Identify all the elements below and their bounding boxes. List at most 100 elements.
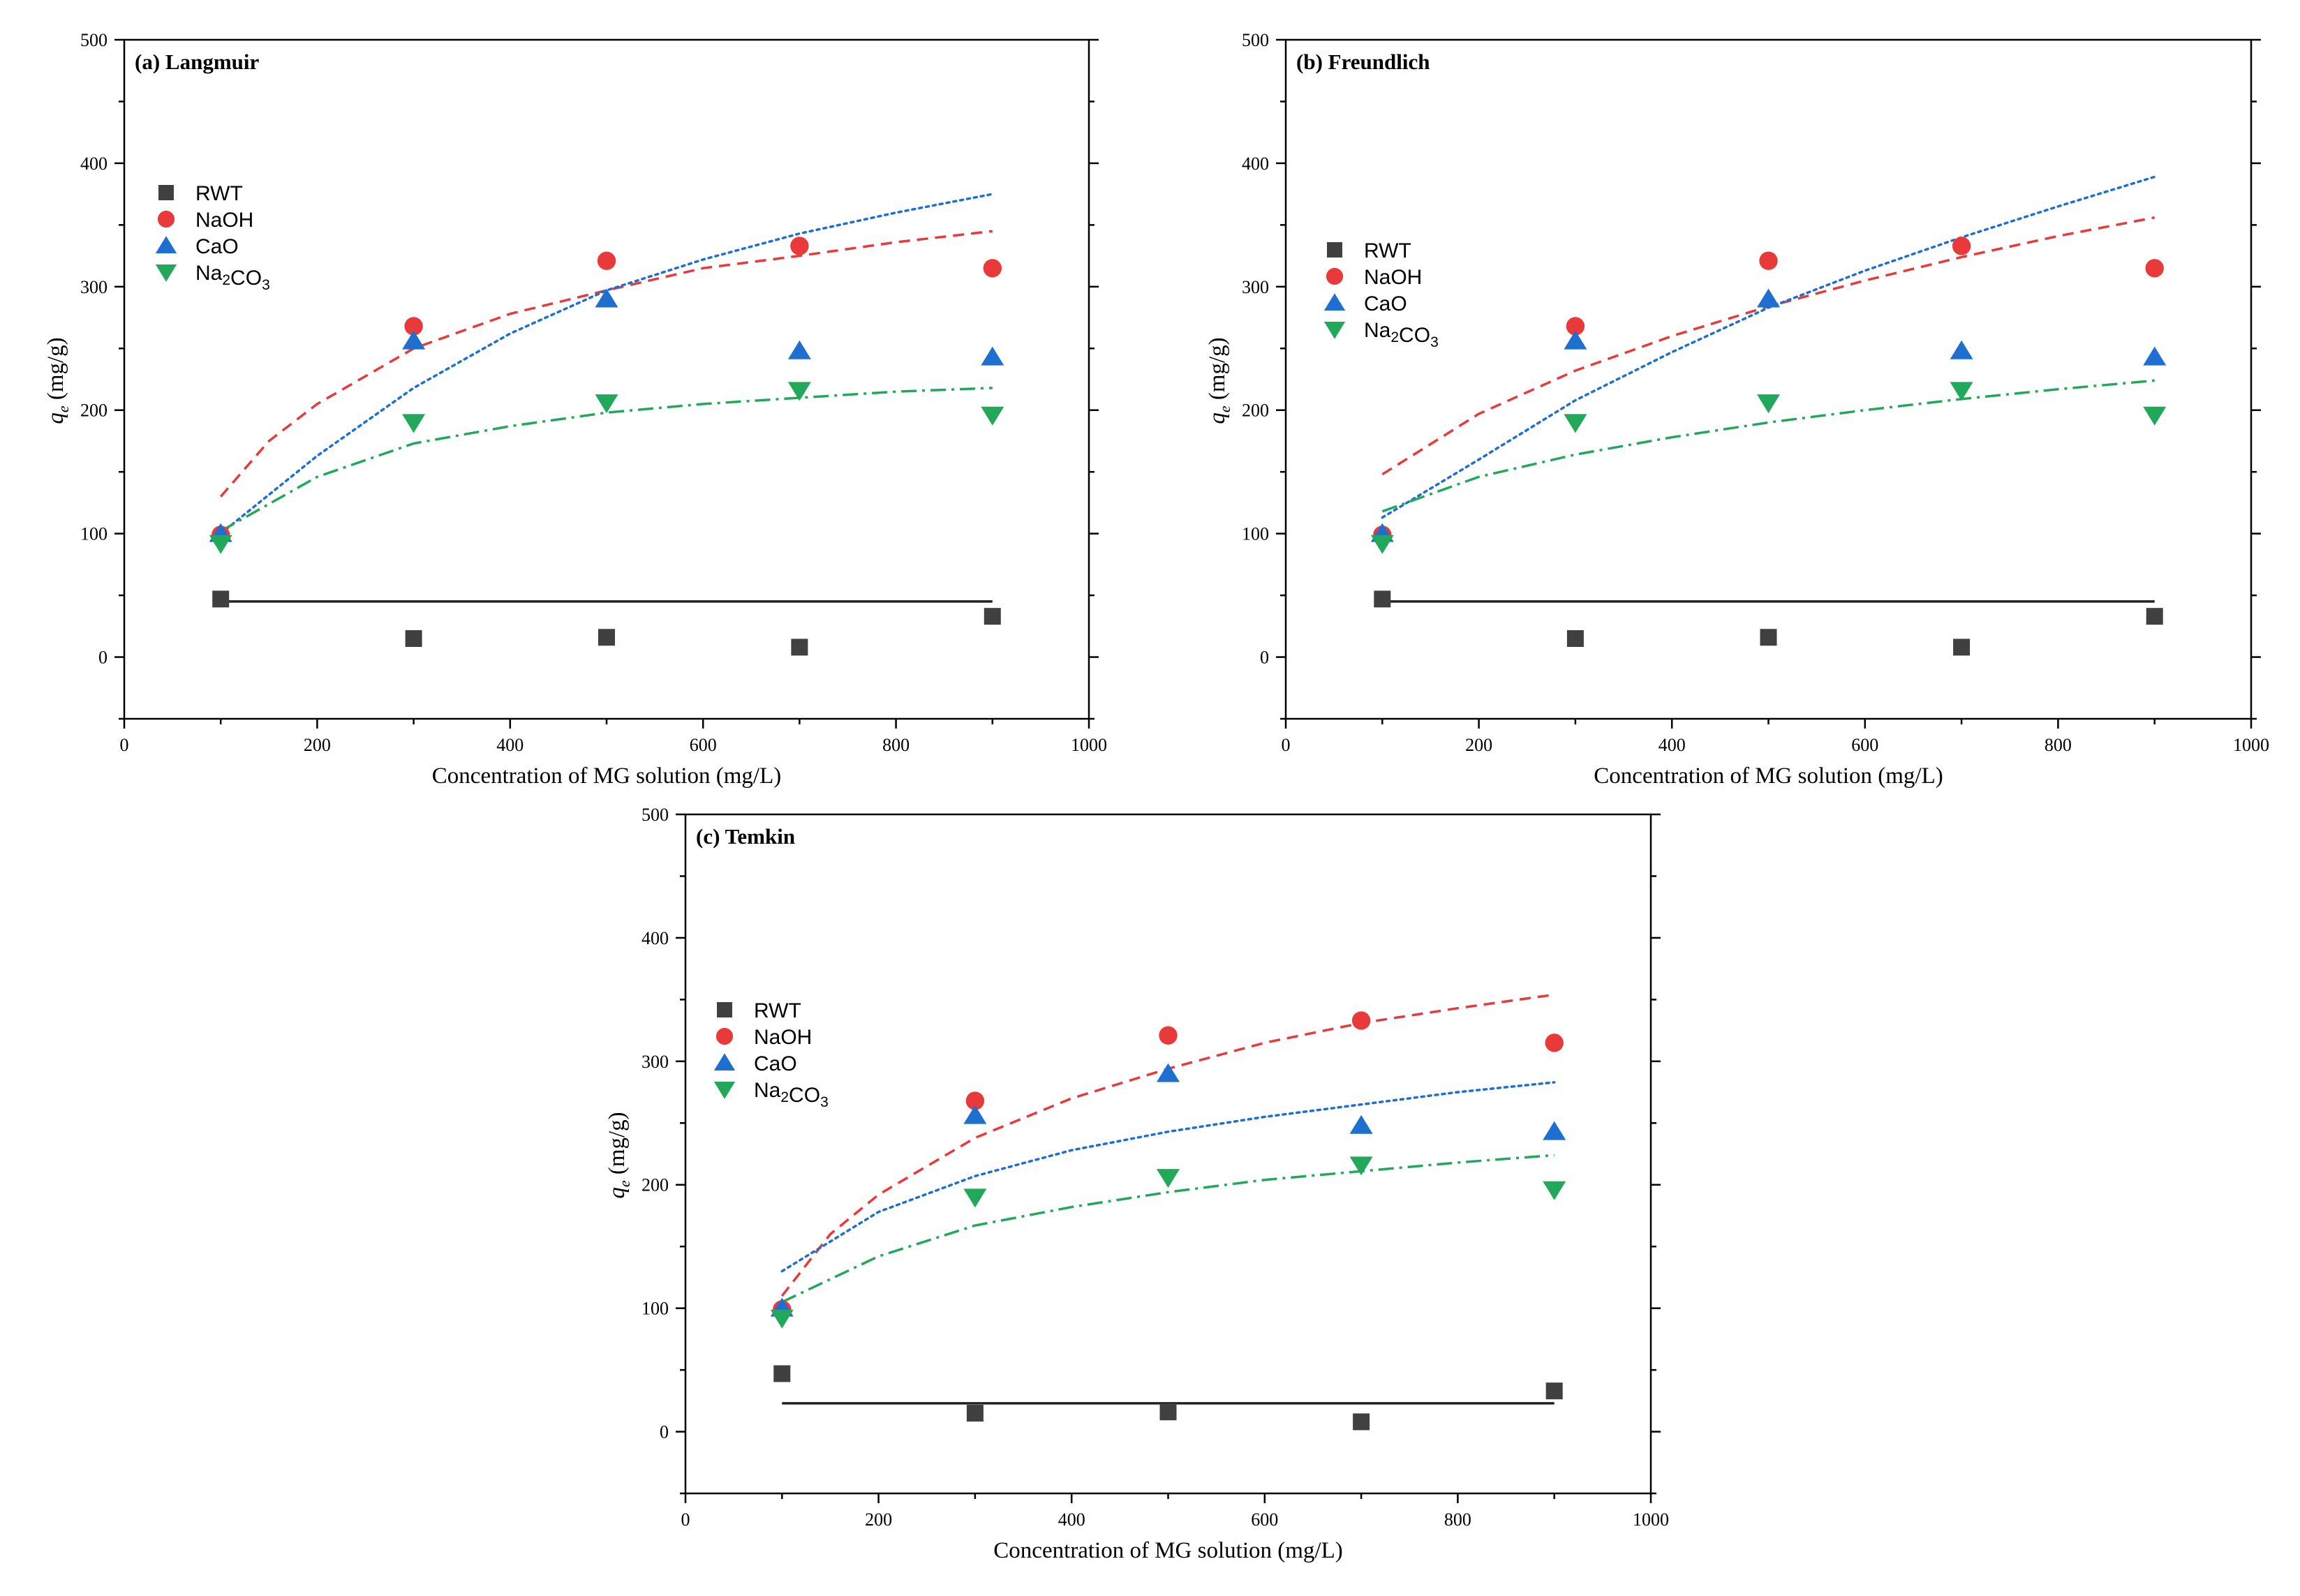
y-tick-label: 0 [1260, 648, 1269, 668]
data-point-rwt [966, 1405, 984, 1422]
data-point-naoh [1759, 251, 1778, 270]
y-axis-title: qe (mg/g) [604, 1112, 633, 1198]
data-point-rwt [1566, 630, 1584, 648]
y-tick-label: 100 [1242, 524, 1269, 544]
legend-label-naoh: NaOH [195, 209, 253, 232]
legend-marker-naoh [715, 1027, 734, 1045]
y-tick-label: 100 [641, 1299, 669, 1319]
panel-title: (c) Temkin [696, 824, 795, 849]
y-tick-label: 400 [1242, 154, 1269, 174]
data-point-na2co3 [1564, 414, 1587, 433]
fit-line-cao [219, 193, 994, 535]
legend-marker-na2co3 [1323, 322, 1346, 339]
legend-marker-rwt [1327, 242, 1342, 258]
data-point-cao [1349, 1114, 1373, 1134]
x-tick-label: 1000 [2233, 735, 2269, 755]
data-point-cao [595, 288, 618, 308]
data-point-na2co3 [963, 1188, 987, 1208]
y-axis-title: qe (mg/g) [43, 337, 72, 424]
data-point-na2co3 [1757, 394, 1780, 414]
y-tick-label: 300 [1242, 277, 1269, 297]
x-tick-label: 200 [865, 1509, 892, 1530]
y-tick-label: 500 [80, 30, 107, 50]
data-point-rwt [1353, 1413, 1370, 1431]
data-point-rwt [405, 630, 422, 648]
data-point-rwt [2146, 608, 2163, 625]
data-point-naoh [404, 317, 423, 336]
chart-panel-2: 0 200 400 600 800 1000 0 100 200 300 400 500 (b) Fre… [1205, 30, 2269, 789]
legend-label-naoh: NaOH [1364, 266, 1422, 289]
legend-label-na2co3: Na2CO3 [754, 1079, 829, 1110]
panel-title: (b) Freundlich [1296, 50, 1430, 74]
legend-label-rwt: RWT [1364, 239, 1411, 262]
y-tick-label: 400 [80, 154, 107, 174]
legend-marker-na2co3 [713, 1082, 736, 1099]
panel-title: (a) Langmuir [135, 50, 259, 74]
plot-frame [123, 38, 1090, 720]
x-tick-label: 600 [1851, 735, 1878, 755]
y-tick-label: 200 [80, 401, 107, 421]
fit-line-naoh [780, 993, 1555, 1297]
y-tick-label: 500 [641, 805, 669, 825]
x-tick-label: 600 [1251, 1509, 1278, 1530]
x-axis-title: Concentration of MG solution (mg/L) [1594, 763, 1943, 789]
y-tick-label: 200 [641, 1175, 669, 1195]
y-tick-label: 300 [80, 277, 107, 297]
legend-label-rwt: RWT [754, 999, 801, 1022]
data-point-cao [1564, 330, 1587, 350]
data-point-cao [963, 1105, 987, 1124]
legend-marker-cao [713, 1053, 736, 1071]
data-point-naoh [1566, 317, 1585, 336]
data-point-na2co3 [2143, 406, 2167, 426]
legend-label-cao: CaO [754, 1052, 797, 1075]
data-point-naoh [2145, 259, 2164, 278]
data-point-na2co3 [770, 1309, 794, 1329]
legend-marker-na2co3 [155, 264, 177, 282]
x-axis-title: Concentration of MG solution (mg/L) [993, 1538, 1342, 1563]
data-point-naoh [1351, 1011, 1371, 1030]
x-tick-label: 0 [681, 1509, 690, 1530]
legend-marker-naoh [1326, 267, 1344, 285]
chart-panel-1: 0 200 400 600 800 1000 0 100 200 300 400 500 (a) Lan… [43, 30, 1107, 789]
chart-panel-3: 0 200 400 600 800 1000 0 100 200 300 400 500 (c) Tem… [604, 805, 1669, 1563]
data-point-naoh [1159, 1026, 1178, 1045]
data-point-cao [787, 340, 811, 359]
y-tick-label: 100 [80, 524, 107, 544]
y-tick-label: 300 [641, 1052, 669, 1072]
data-point-na2co3 [1370, 535, 1394, 554]
fit-line-naoh [219, 230, 993, 498]
data-point-rwt [598, 629, 615, 646]
data-point-naoh [983, 259, 1002, 278]
legend-marker-rwt [158, 185, 174, 200]
data-point-na2co3 [1157, 1169, 1180, 1188]
data-point-naoh [597, 251, 616, 270]
data-point-na2co3 [402, 414, 426, 433]
data-point-rwt [984, 608, 1001, 625]
data-point-rwt [1374, 590, 1391, 608]
data-point-rwt [1760, 629, 1777, 646]
x-tick-label: 800 [882, 735, 910, 755]
x-tick-label: 200 [304, 735, 331, 755]
data-point-rwt [212, 590, 230, 608]
data-point-na2co3 [1950, 382, 1973, 401]
x-axis-title: Concentration of MG solution (mg/L) [432, 763, 781, 789]
x-tick-label: 800 [2045, 735, 2072, 755]
y-tick-label: 0 [660, 1422, 669, 1442]
legend-label-cao: CaO [195, 235, 239, 258]
data-point-na2co3 [981, 406, 1004, 426]
y-tick-label: 400 [641, 928, 669, 948]
legend-marker-cao [155, 236, 177, 253]
data-point-cao [1757, 288, 1780, 308]
x-tick-label: 400 [1058, 1509, 1085, 1530]
data-point-cao [402, 330, 426, 350]
data-point-naoh [790, 237, 809, 255]
data-point-na2co3 [209, 535, 232, 554]
x-tick-label: 1000 [1633, 1509, 1669, 1530]
plot-frame [1284, 38, 2253, 720]
x-tick-label: 1000 [1071, 735, 1107, 755]
data-point-rwt [1545, 1382, 1563, 1400]
fit-line-cao [1381, 175, 2156, 519]
data-point-na2co3 [595, 394, 618, 414]
fit-line-na2co3 [220, 387, 993, 532]
